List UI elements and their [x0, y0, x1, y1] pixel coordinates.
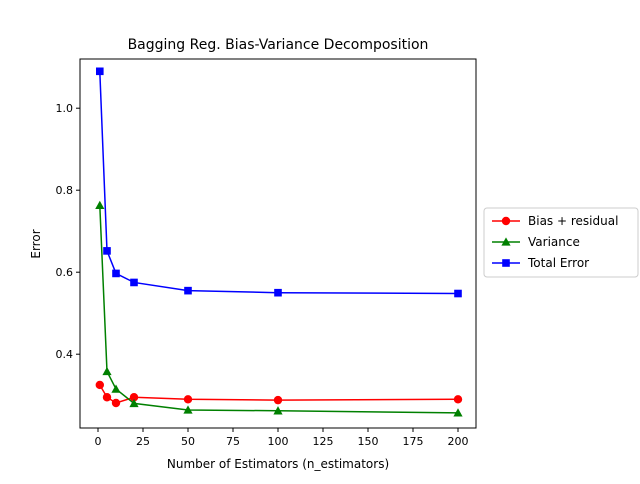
data-point-total-error-1: [103, 247, 111, 255]
y-axis-label: Error: [29, 229, 43, 258]
y-tick-label: 0.4: [56, 348, 74, 361]
series-variance: [95, 200, 463, 417]
data-point-variance-2: [111, 384, 121, 393]
legend-marker-variance: [501, 237, 511, 246]
data-point-variance-3: [129, 398, 139, 408]
data-point-bias-residual-0: [95, 380, 105, 390]
data-point-bias-residual-5: [273, 395, 283, 405]
legend-entry-variance: Variance: [492, 235, 580, 249]
data-point-variance-0: [95, 200, 105, 210]
data-point-bias-residual-4: [183, 395, 193, 404]
legend-entry-bias-residual: Bias + residual: [492, 214, 618, 228]
x-tick-label: 150: [358, 435, 379, 448]
x-axis-label: Number of Estimators (n_estimators): [167, 457, 389, 471]
chart-title: Bagging Reg. Bias-Variance Decomposition: [128, 37, 429, 53]
x-tick-label: 100: [268, 435, 289, 448]
data-point-variance-5: [273, 406, 283, 415]
legend-marker-total-error: [502, 259, 510, 267]
data-point-total-error-3: [130, 278, 138, 287]
x-tick-label: 25: [136, 435, 150, 448]
series-total-error: [96, 67, 462, 298]
data-point-variance-1: [102, 366, 112, 376]
series-bias-residual: [95, 380, 463, 408]
legend-label-bias-residual: Bias + residual: [528, 214, 618, 228]
data-point-total-error-2: [112, 269, 120, 278]
legend-label-total-error: Total Error: [527, 256, 589, 270]
legend: Bias + residual Variance Total Error: [483, 207, 639, 278]
legend-entry-total-error: Total Error: [492, 256, 589, 270]
data-point-bias-residual-6: [453, 395, 463, 404]
data-point-total-error-6: [454, 289, 462, 298]
x-tick-label: 175: [403, 435, 424, 448]
data-point-variance-6: [453, 408, 463, 417]
data-point-bias-residual-1: [102, 393, 112, 402]
x-tick-label: 125: [313, 435, 334, 448]
legend-marker-bias-residual: [501, 216, 511, 226]
data-point-bias-residual-2: [111, 398, 121, 408]
x-tick-label: 75: [226, 435, 240, 448]
y-tick-label: 0.6: [56, 266, 74, 279]
data-point-bias-residual-3: [129, 393, 139, 402]
data-point-variance-4: [183, 405, 193, 414]
data-point-total-error-5: [274, 288, 282, 297]
data-point-total-error-4: [184, 286, 192, 295]
legend-label-variance: Variance: [528, 235, 580, 249]
x-tick-label: 50: [181, 435, 195, 448]
legend-box: [483, 207, 639, 278]
data-point-total-error-0: [96, 67, 104, 76]
x-tick-label: 200: [448, 435, 469, 448]
x-tick-label: 0: [95, 435, 102, 448]
y-tick-label: 1.0: [56, 102, 74, 115]
y-tick-label: 0.8: [56, 184, 74, 197]
axes: 0 25 50 75 100 125 150 175 200 0.4 0.6 0.8 1.0: [56, 58, 477, 448]
plot-area: [95, 67, 463, 417]
